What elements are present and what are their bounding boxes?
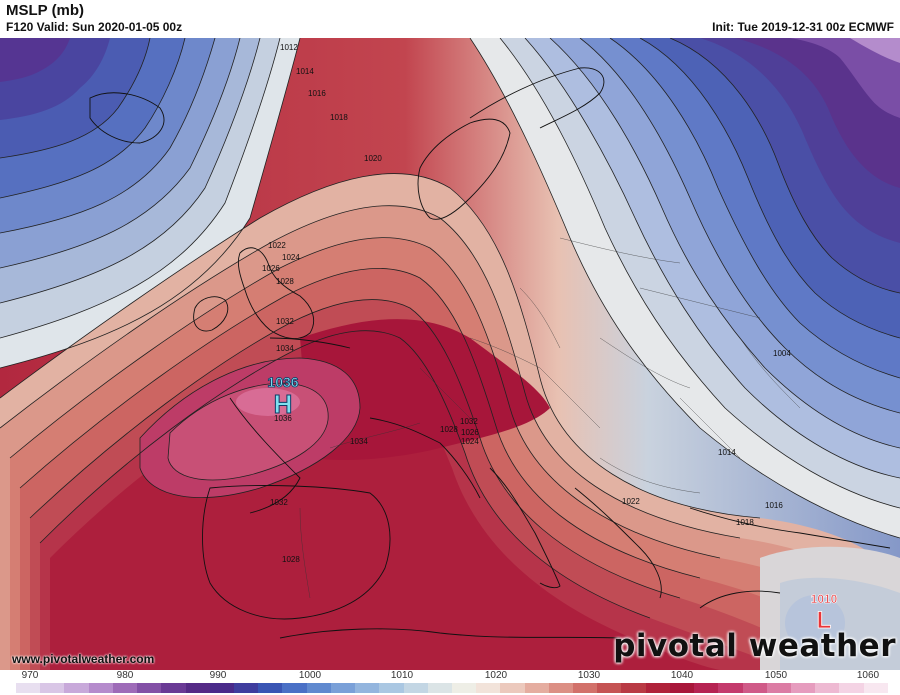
colorbar-segment [330, 683, 356, 693]
isobar-label: 1028 [276, 277, 294, 286]
isobar-label: 1018 [330, 113, 348, 122]
colorbar-tick: 970 [21, 670, 39, 681]
isobar-label: 1014 [296, 67, 314, 76]
colorbar-segment [791, 683, 816, 693]
low-pressure-center: 1010 L [810, 592, 838, 635]
colorbar-segment [427, 683, 452, 693]
colorbar-segment [306, 683, 331, 693]
isobar-label: 1024 [282, 253, 300, 262]
isobar-label: 1024 [461, 437, 479, 446]
colorbar-segment [694, 683, 719, 693]
colorbar-segment [64, 683, 89, 693]
isobar-label: 1032 [460, 417, 478, 426]
colorbar-segment [839, 683, 864, 693]
colorbar-segment [355, 683, 380, 693]
brand-logo: pivotal weather [613, 628, 896, 664]
colorbar-segment [282, 683, 307, 693]
colorbar-segment [88, 683, 113, 693]
northwest-low-bands [0, 38, 300, 368]
map-canvas: 1012 1014 1016 1018 1020 1022 1024 1026 … [0, 38, 900, 670]
isobar-lines [0, 38, 900, 619]
map-title: MSLP (mb) [6, 2, 85, 19]
colorbar-segment [403, 683, 428, 693]
isobar-label: 1004 [773, 349, 791, 358]
isobar-labels: 1012 1014 1016 1018 1020 1022 1024 1026 … [262, 43, 791, 564]
colorbar-segment [645, 683, 670, 693]
colorbar-tick: 1030 [577, 670, 601, 681]
isobar-label: 1014 [718, 448, 736, 457]
isobar-label: 1032 [276, 317, 294, 326]
colorbar-segment [40, 683, 65, 693]
colorbar-segment [185, 683, 210, 693]
colorbar-segment [766, 683, 791, 693]
isobar-label: 1012 [280, 43, 298, 52]
colorbar-segment [863, 683, 888, 693]
colorbar-tick: 1050 [764, 670, 788, 681]
colorbar-tick: 1000 [298, 670, 322, 681]
colorbar-segment [573, 683, 598, 693]
high-center-value: 1036 [267, 374, 298, 390]
colorbar-segment [161, 683, 186, 693]
low-center-letter: L [817, 607, 832, 634]
isobar-label: 1026 [262, 264, 280, 273]
colorbar-ticks: 970 980 990 1000 1010 1020 1030 1040 105… [0, 670, 900, 683]
colorbar-segment [815, 683, 840, 693]
country-borders [299, 237, 801, 599]
colorbar-segment [669, 683, 695, 693]
colorbar-segment [379, 683, 404, 693]
high-center-letter: H [274, 389, 293, 419]
colorbar-segment [209, 683, 234, 693]
valid-time: F120 Valid: Sun 2020-01-05 00z [6, 20, 183, 34]
isobar-label: 1016 [765, 501, 783, 510]
isobar-label: 1028 [440, 425, 458, 434]
pressure-map: 1012 1014 1016 1018 1020 1022 1024 1026 … [0, 38, 900, 670]
colorbar-segment [137, 683, 162, 693]
pressure-colorbar [16, 683, 888, 693]
colorbar-segment [597, 683, 622, 693]
colorbar-tick: 1060 [856, 670, 880, 681]
colorbar-tick: 1010 [390, 670, 414, 681]
isobar-label: 1032 [270, 498, 288, 507]
coastlines [89, 67, 891, 639]
colorbar-segment [500, 683, 525, 693]
colorbar-tick: 1020 [484, 670, 508, 681]
isobar-label: 1028 [282, 555, 300, 564]
isobar-label: 1026 [461, 428, 479, 437]
southeast-low-bands [760, 546, 900, 670]
isobar-label: 1022 [622, 497, 640, 506]
init-time: Init: Tue 2019-12-31 00z ECMWF [712, 20, 894, 34]
colorbar-segment [524, 683, 549, 693]
colorbar-segment [718, 683, 743, 693]
northeast-low-bands [470, 38, 900, 538]
high-pressure-bands [0, 173, 900, 670]
isobar-label: 1016 [308, 89, 326, 98]
colorbar-segment [476, 683, 501, 693]
isobar-label: 1018 [736, 518, 754, 527]
colorbar-segment [233, 683, 259, 693]
colorbar-segment [112, 683, 138, 693]
colorbar-segment [16, 683, 41, 693]
low-center-value: 1010 [811, 592, 838, 606]
colorbar-segment [258, 683, 283, 693]
colorbar-tick: 1040 [670, 670, 694, 681]
colorbar-segment [742, 683, 767, 693]
isobar-label: 1036 [274, 414, 292, 423]
colorbar-tick: 980 [116, 670, 134, 681]
isobar-label: 1034 [276, 344, 294, 353]
site-url[interactable]: www.pivotalweather.com [12, 652, 155, 666]
header: MSLP (mb) F120 Valid: Sun 2020-01-05 00z… [0, 0, 900, 38]
colorbar-tick: 990 [209, 670, 227, 681]
colorbar-segment [621, 683, 646, 693]
isobar-label: 1034 [350, 437, 368, 446]
colorbar-segment [451, 683, 477, 693]
high-pressure-center: 1036 H [267, 374, 299, 420]
colorbar-segment [548, 683, 574, 693]
isobar-label: 1022 [268, 241, 286, 250]
isobar-label: 1020 [364, 154, 382, 163]
